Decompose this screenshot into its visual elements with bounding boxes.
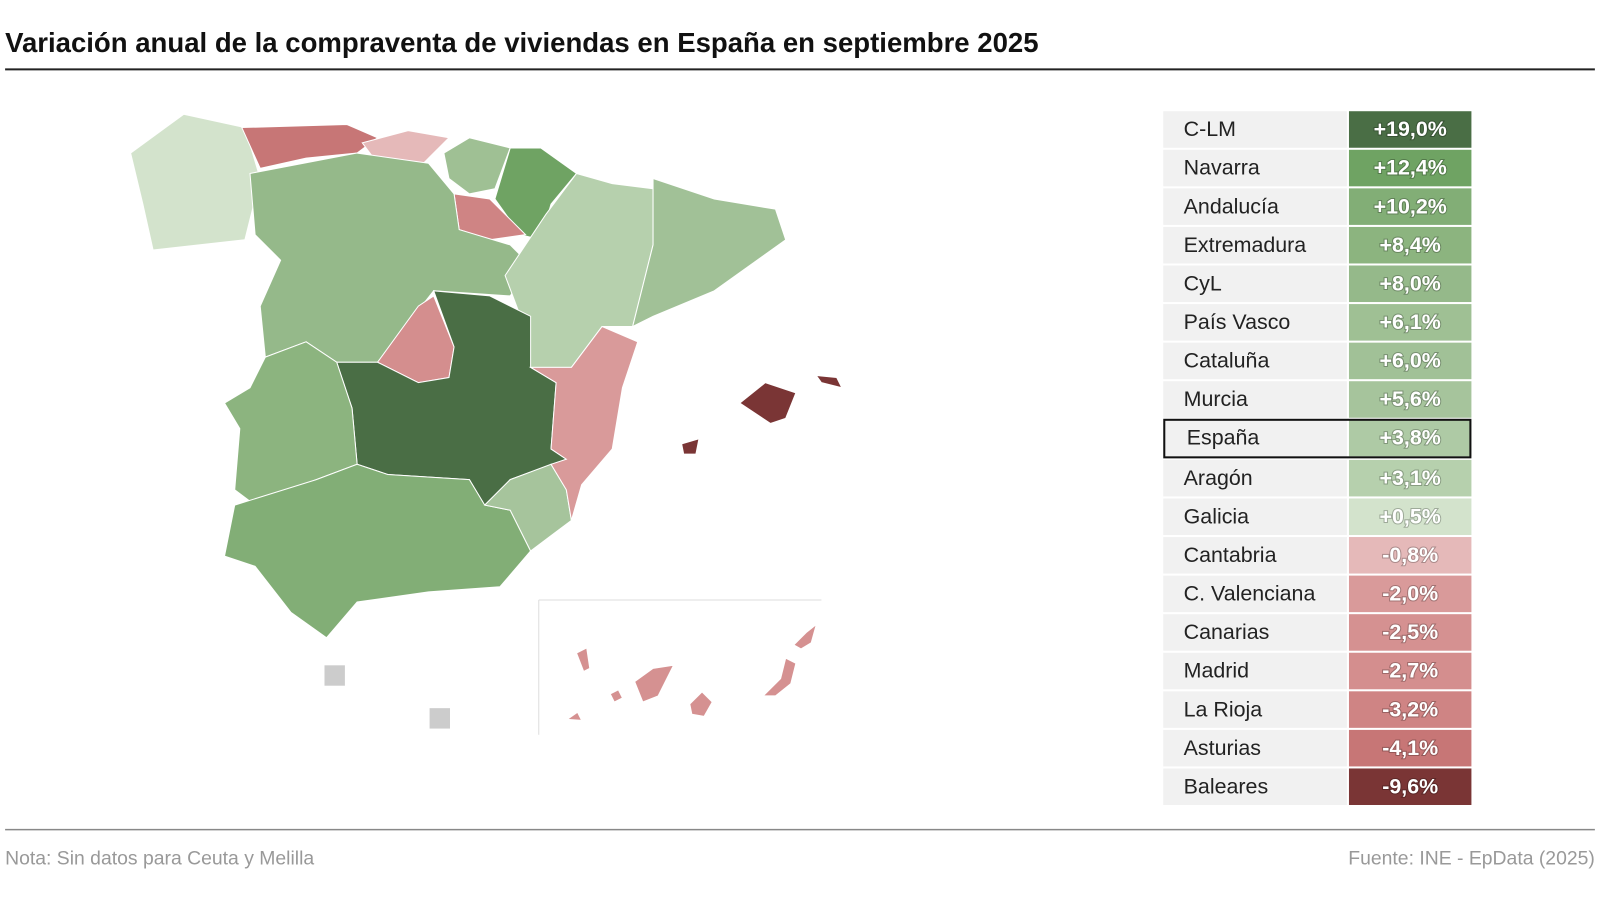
region	[762, 657, 797, 697]
row-label-cell	[1163, 575, 1347, 613]
row-label: Cantabria	[1184, 543, 1277, 567]
row-label-cell	[1163, 265, 1347, 303]
row-label: Madrid	[1184, 659, 1249, 683]
value-label: +8,4%	[1380, 233, 1441, 257]
row-label-cell	[1163, 614, 1347, 651]
row-label: C-LM	[1184, 117, 1236, 141]
value-cell	[1348, 304, 1472, 341]
value-cell	[1348, 614, 1472, 651]
value-label: -4,1%	[1382, 736, 1438, 760]
region	[609, 689, 624, 703]
row-label-cell	[1163, 342, 1347, 380]
region	[528, 325, 639, 521]
row-label-cell	[1163, 498, 1347, 535]
region	[443, 137, 511, 195]
value-cell	[1348, 381, 1472, 418]
region	[738, 382, 797, 425]
value-label: -2,0%	[1382, 582, 1438, 606]
row-label: La Rioja	[1184, 697, 1263, 721]
note: Nota: Sin datos para Ceuta y Melilla	[5, 847, 314, 869]
value-label: -3,2%	[1382, 697, 1438, 721]
value-label: +6,0%	[1380, 349, 1441, 373]
content: Variación anual de la compraventa de viv…	[5, 27, 1595, 869]
value-cell	[1348, 265, 1472, 303]
value-label: -2,7%	[1382, 659, 1438, 683]
table: C-LM +19,0% Navarra +12,4% Andalucía +10,2% Ex…	[1163, 111, 1472, 805]
value-cell	[1348, 188, 1472, 225]
value-label: +5,6%	[1380, 387, 1441, 411]
row-label-cell	[1163, 729, 1347, 767]
region	[223, 463, 532, 639]
row-label-cell	[1163, 537, 1347, 574]
row-label-cell	[1163, 111, 1347, 148]
value-label: +12,4%	[1374, 156, 1447, 180]
value-cell	[1348, 419, 1472, 457]
row-label-cell	[1163, 768, 1347, 805]
row-label-cell	[1163, 652, 1347, 690]
region	[565, 711, 583, 721]
row-label-cell	[1163, 188, 1347, 225]
row-label: Extremadura	[1184, 233, 1307, 257]
region	[793, 623, 818, 650]
highlight-box	[1163, 418, 1472, 459]
region	[681, 438, 700, 455]
row-label: Cataluña	[1184, 349, 1270, 373]
value-label: +3,8%	[1380, 426, 1441, 450]
value-label: +8,0%	[1380, 271, 1441, 295]
value-cell	[1348, 149, 1472, 187]
row-label: Baleares	[1184, 774, 1269, 798]
value-cell	[1348, 652, 1472, 690]
map	[130, 113, 843, 721]
row-label-cell	[1163, 226, 1347, 264]
value-label: -9,6%	[1382, 774, 1438, 798]
row-label: Aragón	[1184, 466, 1253, 490]
row-label: País Vasco	[1184, 310, 1291, 334]
row-label-cell	[1163, 149, 1347, 187]
region	[689, 691, 713, 717]
row-label: Andalucía	[1184, 194, 1279, 218]
value-label: +3,1%	[1380, 466, 1441, 490]
value-cell	[1348, 498, 1472, 535]
region	[130, 113, 261, 251]
value-cell	[1348, 768, 1472, 805]
row-label: Navarra	[1184, 156, 1260, 180]
row-label-cell	[1163, 419, 1347, 457]
row-label: Asturias	[1184, 736, 1261, 760]
value-cell	[1348, 575, 1472, 613]
region	[634, 664, 675, 703]
value-label: -2,5%	[1382, 620, 1438, 644]
value-label: -0,8%	[1382, 543, 1438, 567]
row-label: España	[1187, 426, 1260, 450]
region	[631, 177, 787, 328]
row-label-cell	[1163, 691, 1347, 728]
row-label-cell	[1163, 304, 1347, 341]
row-label: Canarias	[1184, 620, 1270, 644]
melilla-no-data	[429, 708, 450, 729]
value-cell	[1348, 691, 1472, 728]
title: Variación anual de la compraventa de viv…	[5, 27, 1038, 58]
row-label-cell	[1163, 381, 1347, 418]
value-label: +19,0%	[1374, 117, 1447, 141]
region	[815, 374, 843, 389]
value-cell	[1348, 459, 1472, 497]
row-label: CyL	[1184, 271, 1222, 295]
row-label-cell	[1163, 459, 1347, 497]
value-label: +0,5%	[1380, 504, 1441, 528]
row-label: Murcia	[1184, 387, 1248, 411]
value-cell	[1348, 226, 1472, 264]
value-label: +10,2%	[1374, 194, 1447, 218]
source: Fuente: INE - EpData (2025)	[1348, 847, 1595, 869]
value-cell	[1348, 537, 1472, 574]
value-cell	[1348, 729, 1472, 767]
row-label: C. Valenciana	[1184, 582, 1316, 606]
row-label: Galicia	[1184, 504, 1250, 528]
value-cell	[1348, 111, 1472, 148]
value-label: +6,1%	[1380, 310, 1441, 334]
value-cell	[1348, 342, 1472, 380]
region	[575, 647, 591, 673]
ceuta-no-data	[324, 665, 345, 686]
